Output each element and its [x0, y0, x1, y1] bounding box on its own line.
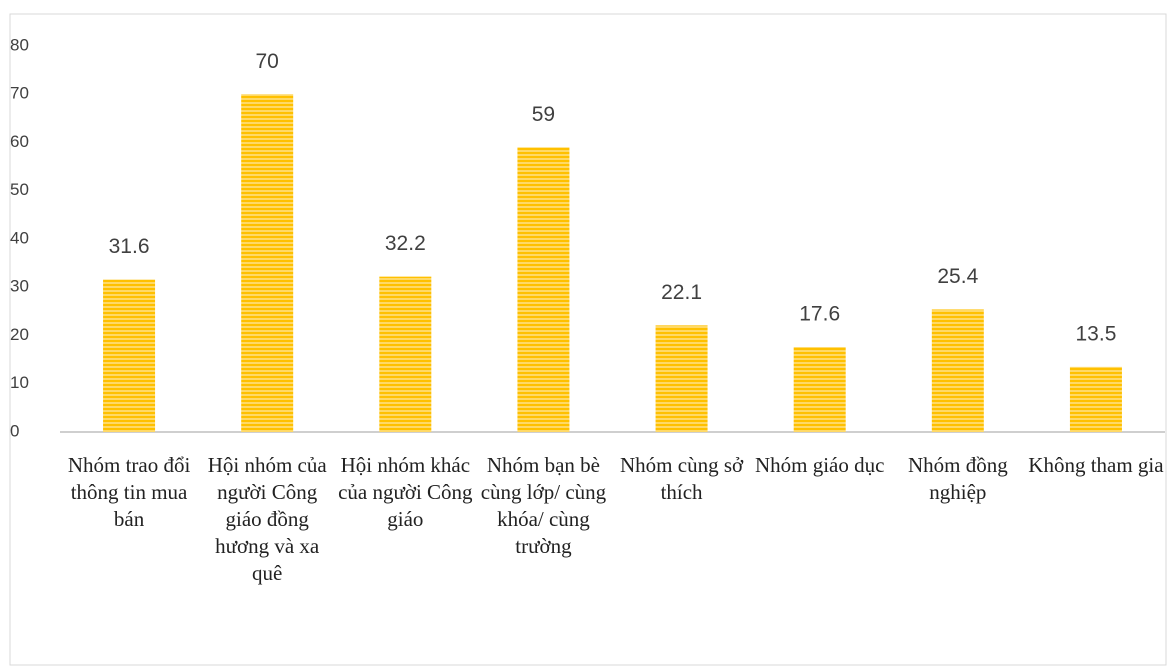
- value-label: 13.5: [1076, 322, 1117, 345]
- y-tick-label: 60: [10, 132, 29, 151]
- y-tick-label: 10: [10, 373, 29, 392]
- bar: [241, 94, 294, 432]
- y-tick-label: 40: [10, 228, 29, 247]
- value-label: 59: [532, 103, 555, 126]
- x-tick-label: Hội nhóm khác của người Công giáo: [338, 453, 473, 531]
- y-tick-label: 0: [10, 421, 19, 440]
- value-label: 31.6: [109, 235, 150, 258]
- bar: [517, 147, 570, 432]
- x-tick-label: Hội nhóm của người Công giáo đồng hương …: [207, 453, 327, 585]
- x-tick-label: Không tham gia: [1028, 453, 1164, 477]
- x-tick-label: Nhóm bạn bè cùng lớp/ cùng khóa/ cùng tr…: [480, 453, 607, 558]
- value-label: 70: [256, 50, 279, 73]
- bar: [793, 347, 846, 432]
- bar: [1069, 366, 1122, 432]
- x-tick-label: Nhóm giáo dục: [754, 453, 885, 477]
- y-tick-label: 30: [10, 277, 29, 296]
- y-tick-label: 80: [10, 35, 29, 54]
- bar: [931, 309, 984, 432]
- x-tick-label: Nhóm trao đổi thông tin mua bán: [67, 453, 191, 531]
- y-tick-label: 50: [10, 180, 29, 199]
- value-label: 25.4: [937, 265, 978, 288]
- y-tick-label: 20: [10, 325, 29, 344]
- bar: [379, 276, 432, 432]
- x-tick-label: Nhóm cùng sở thích: [620, 453, 744, 504]
- value-label: 17.6: [799, 303, 840, 326]
- bar: [103, 279, 156, 432]
- bar: [655, 325, 708, 432]
- y-tick-label: 70: [10, 84, 29, 103]
- chart-border: [9, 13, 1167, 666]
- x-tick-label: Nhóm đồng nghiệp: [907, 453, 1008, 504]
- value-label: 32.2: [385, 232, 426, 255]
- value-label: 22.1: [661, 281, 702, 304]
